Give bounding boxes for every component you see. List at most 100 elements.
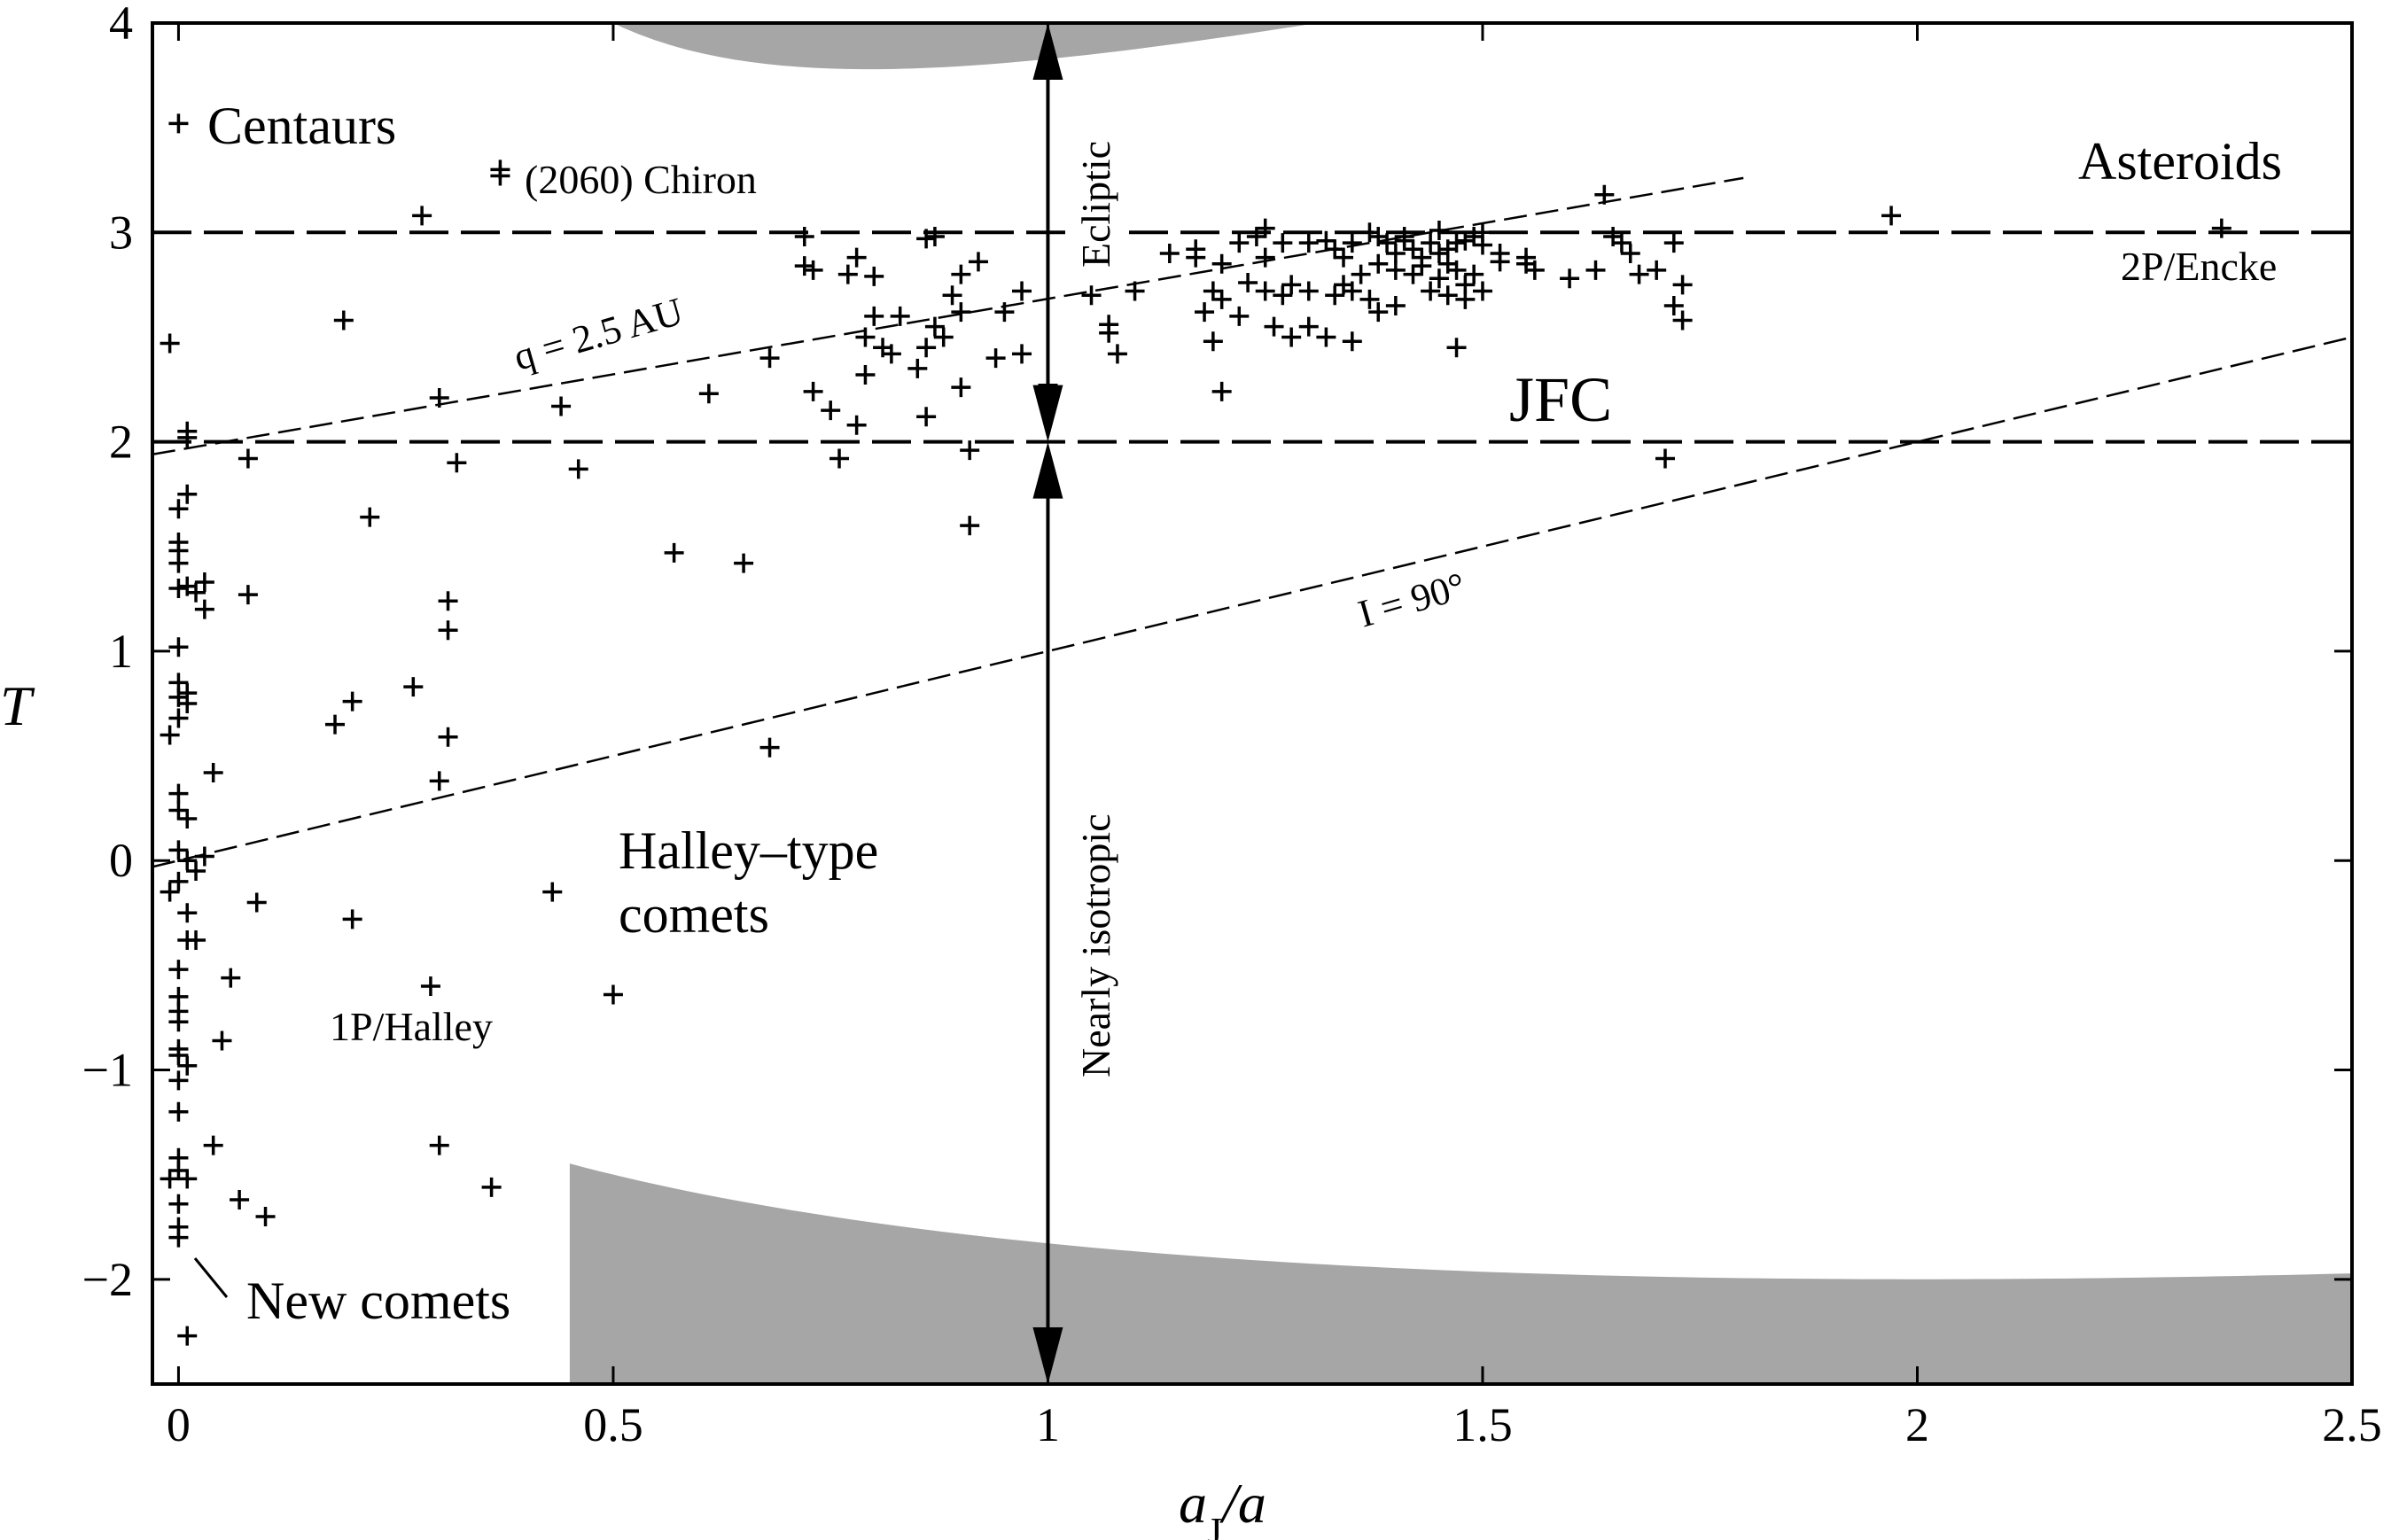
new-comets-pointer: [193, 1257, 229, 1298]
y-tick-label-3: 3: [109, 206, 133, 259]
data-point-145: [1421, 233, 1441, 253]
data-point-105: [985, 348, 1006, 369]
data-point-202: [1881, 206, 1902, 226]
data-point-86: [794, 256, 814, 276]
data-point-132: [1255, 218, 1275, 238]
data-point-123: [1107, 344, 1127, 364]
data-point-47: [168, 840, 189, 860]
data-point-198: [1663, 233, 1684, 253]
data-point-141: [1385, 243, 1406, 263]
q-line: [152, 176, 1744, 456]
isotropic-label-box: [1069, 738, 1122, 1086]
data-point-108: [907, 358, 928, 378]
data-point-9: [177, 427, 198, 447]
data-point-181: [1368, 302, 1389, 323]
data-point-18: [177, 484, 198, 504]
data-point-154: [1385, 260, 1406, 280]
data-point-205: [1516, 247, 1537, 268]
data-point-213: [1472, 222, 1492, 243]
data-point-41: [429, 771, 449, 791]
data-point-114: [846, 415, 867, 435]
data-point-162: [1351, 264, 1371, 284]
data-point-121: [1081, 285, 1102, 306]
label-asteroids: Asteroids: [2078, 132, 2282, 191]
data-point-107: [916, 338, 937, 358]
data-point-35: [168, 708, 189, 728]
data-point-66: [212, 1031, 232, 1051]
data-point-167: [1298, 281, 1319, 301]
data-point-185: [1455, 289, 1476, 309]
data-point-178: [1298, 316, 1319, 337]
data-point-80: [168, 1194, 189, 1214]
data-point-54: [246, 892, 267, 913]
data-point-135: [1316, 230, 1336, 251]
data-point-94: [968, 252, 988, 272]
data-point-115: [916, 407, 937, 427]
data-point-60: [221, 968, 241, 988]
data-point-133: [1273, 233, 1293, 253]
data-point-110: [855, 364, 876, 385]
data-point-206: [1446, 338, 1467, 358]
data-point-37: [403, 677, 424, 697]
data-point-159: [1446, 260, 1467, 280]
data-point-77: [177, 1169, 198, 1189]
x-axis-title-sub: J: [1207, 1510, 1222, 1540]
data-point-91: [916, 229, 937, 249]
y-tick-label-0: 0: [109, 834, 133, 887]
data-point-161: [1464, 264, 1484, 284]
data-point-43: [203, 762, 223, 782]
isotropic-arrow-head-top: [1032, 441, 1063, 499]
data-point-117: [698, 384, 719, 404]
data-point-84: [177, 1326, 198, 1346]
data-point-212: [1429, 220, 1449, 240]
data-point-104: [951, 302, 971, 323]
data-point-125: [1125, 281, 1145, 301]
data-point-79: [230, 1190, 250, 1210]
data-point-182: [1385, 296, 1406, 316]
data-point-128: [1186, 239, 1206, 260]
label-chiron: (2060) Chiron: [525, 157, 757, 202]
data-point-16: [960, 516, 980, 536]
data-point-65: [168, 1012, 189, 1032]
i-line: [152, 336, 2352, 868]
data-point-85: [794, 227, 814, 247]
data-point-149: [1455, 230, 1476, 251]
data-point-209: [1255, 247, 1275, 268]
data-point-42: [759, 737, 780, 758]
data-point-189: [1560, 268, 1580, 289]
data-point-184: [1437, 285, 1458, 306]
shaded-region-lower: [569, 1163, 2352, 1384]
data-point-153: [1368, 253, 1389, 274]
ecliptic-label-box: [1069, 102, 1122, 276]
data-point-111: [759, 348, 780, 369]
data-point-72: [203, 1135, 223, 1155]
data-point-196: [1663, 296, 1684, 316]
data-point-207: [1211, 381, 1232, 401]
x-tick-label-2: 2: [1905, 1398, 1929, 1451]
data-point-96: [994, 302, 1015, 323]
data-point-170: [1255, 281, 1275, 301]
data-point-195: [1647, 260, 1667, 280]
label-halley: 1P/Halley: [330, 1004, 493, 1049]
data-point-124: [1099, 315, 1119, 335]
data-point-175: [1229, 306, 1250, 326]
data-point-103: [890, 306, 910, 326]
data-point-131: [1246, 227, 1266, 247]
x-axis-title-tail: /a: [1219, 1472, 1266, 1535]
label-centaurs: Centaurs: [207, 97, 396, 155]
plot-frame: [151, 21, 2354, 1386]
data-point-83: [168, 1227, 189, 1248]
data-point-56: [177, 903, 198, 923]
data-point-92: [924, 227, 945, 247]
data-point-12: [568, 459, 588, 479]
data-point-180: [1342, 331, 1362, 352]
data-point-138: [1359, 222, 1380, 243]
data-point-112: [803, 381, 823, 401]
data-point-197: [1672, 310, 1693, 331]
data-point-106: [1012, 344, 1032, 364]
data-point-102: [933, 327, 954, 347]
data-point-134: [1298, 233, 1319, 253]
data-point-136: [1325, 239, 1345, 260]
data-point-39: [325, 714, 346, 735]
data-point-137: [1342, 233, 1362, 253]
